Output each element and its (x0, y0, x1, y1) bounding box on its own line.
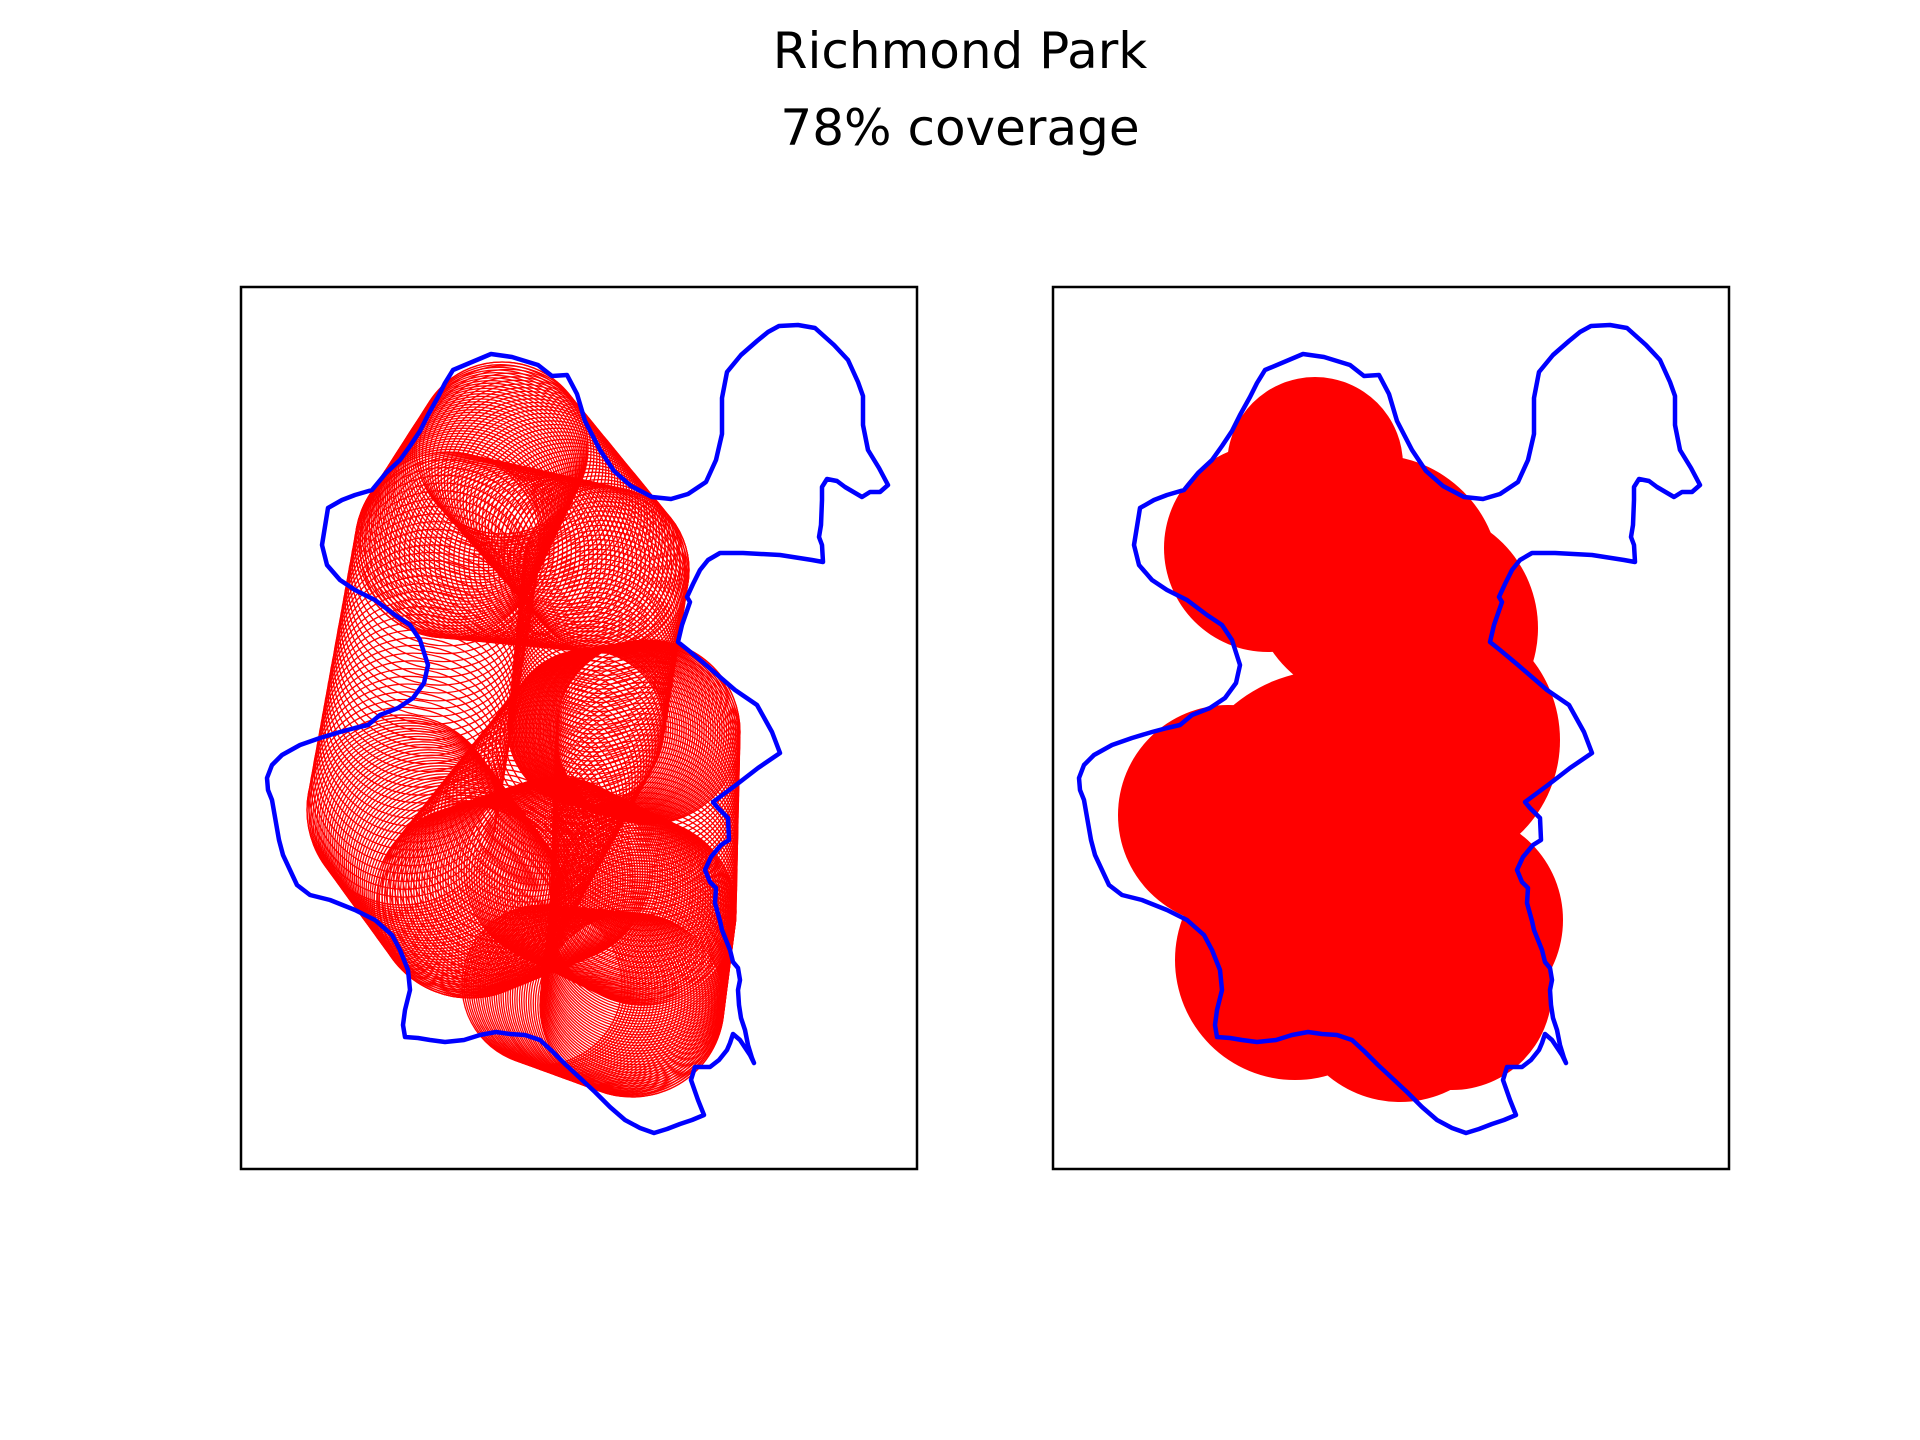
coverage-ring (381, 796, 573, 988)
coverage-ring (397, 387, 575, 566)
coverage-ring (365, 435, 550, 621)
coverage-ring (475, 686, 642, 852)
coverage-ring (335, 754, 529, 947)
coverage-ring (497, 456, 666, 626)
coverage-ring (428, 741, 608, 920)
coverage-ring (478, 434, 649, 605)
coverage-ring (424, 745, 605, 926)
coverage-ring (339, 759, 533, 953)
coverage-ring (397, 777, 584, 965)
coverage-ring (393, 782, 582, 971)
coverage-ring (416, 754, 599, 937)
coverage-ring (322, 735, 514, 928)
coverage-ring (500, 460, 669, 630)
park-boundary (264, 322, 891, 1136)
coverage-filled-panel (1051, 285, 1731, 1171)
coverage-ring (507, 649, 665, 807)
coverage-ring (400, 773, 587, 960)
coverage-ring (475, 431, 646, 602)
coverage-ring (509, 471, 678, 640)
panel-frame (1051, 285, 1731, 1171)
coverage-ring (446, 398, 619, 570)
coverage-ring (320, 733, 512, 925)
coverage-ring (549, 818, 737, 1006)
coverage-ring (467, 695, 636, 864)
panel-frame (239, 285, 919, 1171)
coverage-ring (464, 699, 633, 869)
coverage-ring (385, 791, 576, 982)
coverage-rings-panel (239, 285, 919, 1171)
coverage-ring (420, 750, 602, 931)
coverage-ring (432, 736, 610, 914)
coverage-ring (460, 704, 631, 875)
coverage-ring (377, 800, 570, 994)
coverage-rings (306, 361, 741, 1098)
coverage-ring (503, 653, 662, 813)
coverage-ring (503, 464, 672, 633)
coverage-disc (1250, 800, 1510, 1060)
coverage-ring (333, 751, 527, 944)
coverage-ring (465, 420, 637, 591)
map-title: Richmond Park (773, 22, 1148, 80)
coverage-ring (389, 786, 579, 977)
coverage-ring (436, 731, 613, 909)
coverage-ring (412, 759, 596, 943)
park-boundary (1076, 322, 1703, 1136)
coverage-subtitle: 78% coverage (780, 99, 1139, 157)
coverage-ring (421, 790, 612, 981)
coverage-ring (498, 793, 687, 981)
coverage-ring (456, 708, 628, 881)
coverage-filled-area (1118, 377, 1563, 1102)
coverage-ring (499, 658, 659, 818)
coverage-ring (481, 438, 651, 609)
coverage-ring (404, 768, 590, 954)
coverage-ring (408, 764, 593, 948)
coverage-ring (373, 805, 567, 999)
coverage-ring (440, 727, 616, 903)
